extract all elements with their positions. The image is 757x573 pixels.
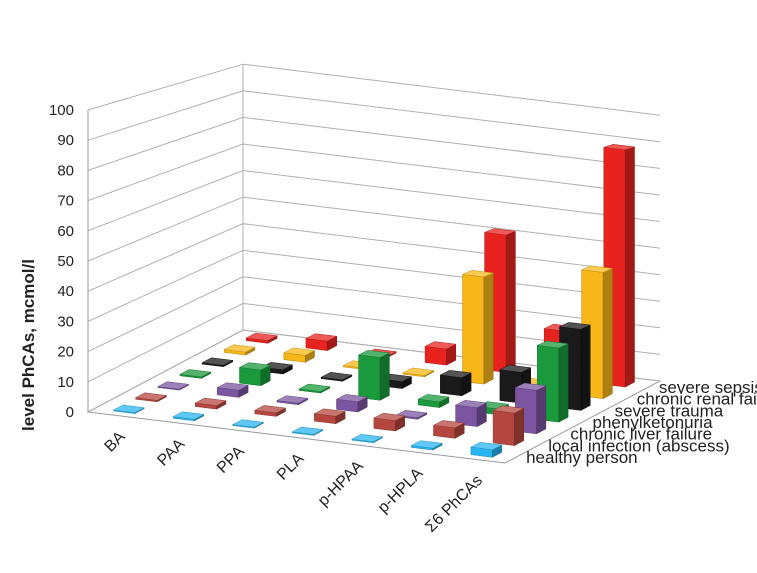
x-tick-label: BA — [102, 428, 129, 455]
bar — [417, 394, 450, 409]
series-label: phenylketonuria — [593, 413, 714, 432]
bar — [282, 347, 316, 363]
y-tick-label: 80 — [57, 162, 74, 179]
bar — [194, 397, 227, 410]
y-tick-label: 50 — [57, 253, 74, 270]
y-tick-label: 90 — [57, 132, 74, 149]
bar — [276, 395, 309, 406]
gridline — [87, 63, 661, 116]
x-tick-label: PLA — [274, 450, 308, 484]
bar — [402, 367, 435, 378]
bar — [216, 382, 249, 398]
bar — [470, 442, 503, 458]
y-tick-label: 10 — [57, 374, 74, 391]
bar — [492, 405, 525, 447]
bar — [461, 270, 495, 385]
series-label: chronic liver failure — [570, 425, 712, 444]
x-tick-label: PPA — [214, 443, 248, 477]
bar — [201, 357, 234, 368]
bar — [320, 372, 353, 382]
x-tick-label: p-HPLA — [375, 465, 427, 517]
bar — [156, 381, 190, 391]
y-tick-label: 0 — [66, 404, 74, 421]
bar — [424, 341, 457, 366]
x-tick-label: PAA — [154, 435, 188, 469]
bar — [291, 426, 324, 436]
series-label: severe trauma — [615, 401, 724, 420]
series-label: local infection (abscess) — [548, 436, 729, 455]
bar — [134, 392, 168, 403]
y-tick-label: 60 — [57, 223, 74, 240]
gridlines — [87, 63, 661, 413]
side-wall — [88, 64, 243, 412]
x-tick-label: Σ6 PhCAs — [422, 472, 486, 536]
bar — [439, 370, 472, 397]
bar — [454, 400, 488, 428]
bar — [172, 411, 205, 422]
bar — [253, 405, 287, 417]
bar — [112, 404, 146, 415]
bar — [335, 394, 369, 413]
bar — [245, 332, 278, 344]
y-tick-label: 40 — [57, 283, 74, 300]
bar — [357, 350, 391, 401]
series-label: chronic renal failure — [637, 390, 757, 409]
series-label: severe sepsis — [659, 378, 757, 397]
x-tick-label: p-HPAA — [315, 457, 367, 509]
bar — [350, 434, 384, 444]
y-tick-label: 70 — [57, 193, 74, 210]
bar — [179, 369, 212, 379]
bar — [305, 333, 338, 352]
y-tick-label: 20 — [57, 344, 74, 361]
bar — [231, 419, 265, 429]
bars — [112, 144, 635, 458]
y-axis-ticks: 0 10 20 30 40 50 60 70 80 90 100 — [49, 102, 74, 421]
y-tick-label: 100 — [49, 102, 74, 119]
bar — [373, 412, 406, 432]
bar — [238, 362, 272, 387]
y-tick-label: 30 — [57, 313, 74, 330]
bar — [313, 408, 346, 425]
y-axis-title: level PhCAs, mcmol/l — [19, 259, 38, 431]
bar — [432, 420, 466, 439]
bar — [410, 440, 443, 451]
series-label: healthy person — [526, 448, 638, 467]
bar — [223, 344, 256, 356]
bar — [298, 383, 331, 394]
